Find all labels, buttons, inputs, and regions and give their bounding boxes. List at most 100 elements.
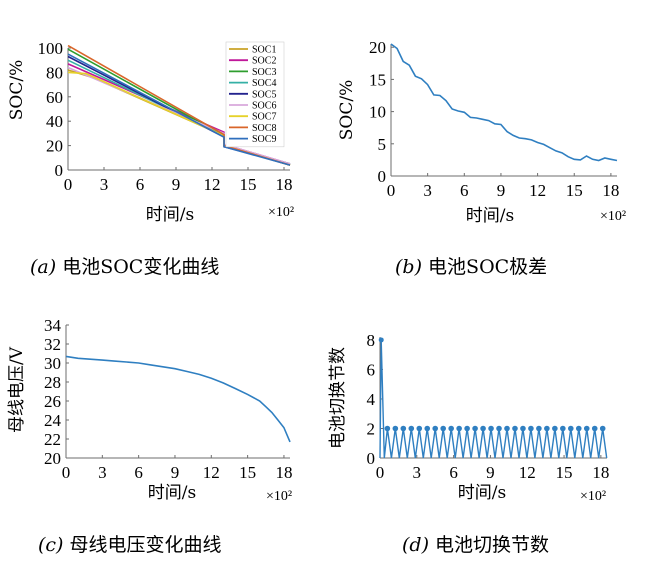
x-tick-label: 9 xyxy=(172,175,181,194)
y-tick-label: 15 xyxy=(369,70,386,89)
data-point xyxy=(400,425,407,432)
x-multiplier-label: ×10² xyxy=(268,205,294,220)
x-tick-label: 18 xyxy=(592,463,609,482)
y-tick-label: 22 xyxy=(44,430,61,449)
legend-label: SOC8 xyxy=(252,123,276,134)
data-point xyxy=(544,425,550,432)
data-point xyxy=(599,425,606,432)
data-point xyxy=(432,425,439,432)
data-point xyxy=(591,425,598,432)
y-tick-label: 0 xyxy=(55,161,64,180)
x-multiplier-label: ×10² xyxy=(580,489,606,504)
data-point xyxy=(583,425,590,432)
y-tick-label: 32 xyxy=(44,335,61,354)
y-tick-label: 34 xyxy=(44,316,62,335)
data-point xyxy=(416,425,423,432)
series-line xyxy=(390,43,618,162)
legend-label: SOC3 xyxy=(252,67,276,78)
y-tick-label: 10 xyxy=(369,103,386,122)
y-tick-label: 6 xyxy=(367,360,376,379)
data-point xyxy=(536,425,542,432)
x-tick-label: 9 xyxy=(486,463,495,482)
x-tick-label: 0 xyxy=(376,463,385,482)
caption-d: (d) 电池切换节数 xyxy=(402,530,549,557)
caption-a-letter: (a) xyxy=(30,256,57,278)
y-tick-label: 0 xyxy=(378,167,387,186)
y-tick-label: 2 xyxy=(367,419,376,438)
x-tick-label: 6 xyxy=(136,175,145,194)
y-tick-label: 8 xyxy=(367,331,376,350)
y-tick-label: 24 xyxy=(44,411,62,430)
data-point xyxy=(392,425,399,432)
data-point xyxy=(424,425,431,432)
caption-c-text: 母线电压变化曲线 xyxy=(69,534,222,556)
x-tick-label: 12 xyxy=(519,463,536,482)
y-tick-label: 40 xyxy=(46,112,63,131)
data-point xyxy=(520,425,526,432)
x-tick-label: 0 xyxy=(387,181,396,200)
data-point xyxy=(488,425,494,432)
x-tick-label: 12 xyxy=(529,181,546,200)
x-tick-label: 6 xyxy=(134,463,143,482)
legend-label: SOC7 xyxy=(252,112,276,123)
x-multiplier-label: ×10² xyxy=(266,489,292,504)
series-line-soc9 xyxy=(67,53,291,166)
data-point xyxy=(384,425,391,432)
data-point xyxy=(448,425,454,432)
y-axis-label: SOC/% xyxy=(337,80,357,140)
x-tick-label: 15 xyxy=(566,181,583,200)
data-point xyxy=(440,425,446,432)
x-tick-label: 3 xyxy=(100,175,109,194)
y-tick-label: 30 xyxy=(44,354,61,373)
caption-b-letter: (b) xyxy=(395,256,422,278)
y-tick-label: 20 xyxy=(44,449,61,468)
y-axis-label: SOC/% xyxy=(7,60,27,120)
x-tick-label: 15 xyxy=(239,463,256,482)
x-tick-label: 3 xyxy=(413,463,422,482)
legend-label: SOC1 xyxy=(252,45,276,56)
y-tick-label: 0 xyxy=(367,449,376,468)
data-point xyxy=(568,425,574,432)
data-point xyxy=(378,337,384,343)
series-line xyxy=(65,355,291,443)
caption-c: (c) 母线电压变化曲线 xyxy=(38,530,222,557)
x-multiplier-label: ×10² xyxy=(600,209,626,224)
caption-b: (b) 电池SOC极差 xyxy=(395,252,547,279)
x-tick-label: 6 xyxy=(449,463,458,482)
x-tick-label: 9 xyxy=(171,463,180,482)
x-tick-label: 12 xyxy=(203,463,220,482)
x-tick-label: 6 xyxy=(460,181,469,200)
legend-label: SOC4 xyxy=(252,78,276,89)
y-tick-label: 4 xyxy=(367,390,376,409)
y-axis-label: 电池切换节数 xyxy=(328,347,348,449)
legend-label: SOC9 xyxy=(252,134,276,145)
x-tick-label: 9 xyxy=(497,181,506,200)
legend-label: SOC6 xyxy=(252,101,276,112)
chart-a: 0 3 6 9 12 15 18020406080100时间/sSOC/%×10²SOC1S… xyxy=(7,39,294,225)
chart-d: 0 3 6 9 12 15 18 0 2 4 6 8 时间/s 电池切换节数 ×10² xyxy=(328,331,609,504)
series-line xyxy=(379,339,608,459)
y-tick-label: 80 xyxy=(46,63,63,82)
x-tick-label: 0 xyxy=(64,175,73,194)
y-tick-label: 60 xyxy=(46,88,63,107)
x-tick-label: 3 xyxy=(423,181,432,200)
y-tick-label: 26 xyxy=(44,392,61,411)
data-point xyxy=(575,425,582,432)
caption-b-text: 电池SOC极差 xyxy=(428,256,548,278)
y-tick-label: 28 xyxy=(44,373,61,392)
x-axis-label: 时间/s xyxy=(148,483,196,503)
x-axis-label: 时间/s xyxy=(458,483,506,503)
y-tick-label: 20 xyxy=(369,38,386,57)
data-point xyxy=(472,425,478,432)
caption-d-text: 电池切换节数 xyxy=(435,534,550,556)
data-point xyxy=(560,425,566,432)
x-tick-label: 12 xyxy=(204,175,221,194)
x-tick-label: 3 xyxy=(98,463,107,482)
caption-d-letter: (d) xyxy=(402,534,429,556)
y-tick-label: 5 xyxy=(378,135,387,154)
data-point xyxy=(408,425,415,432)
caption-a: (a) 电池SOC变化曲线 xyxy=(30,252,219,279)
data-point xyxy=(456,425,462,432)
